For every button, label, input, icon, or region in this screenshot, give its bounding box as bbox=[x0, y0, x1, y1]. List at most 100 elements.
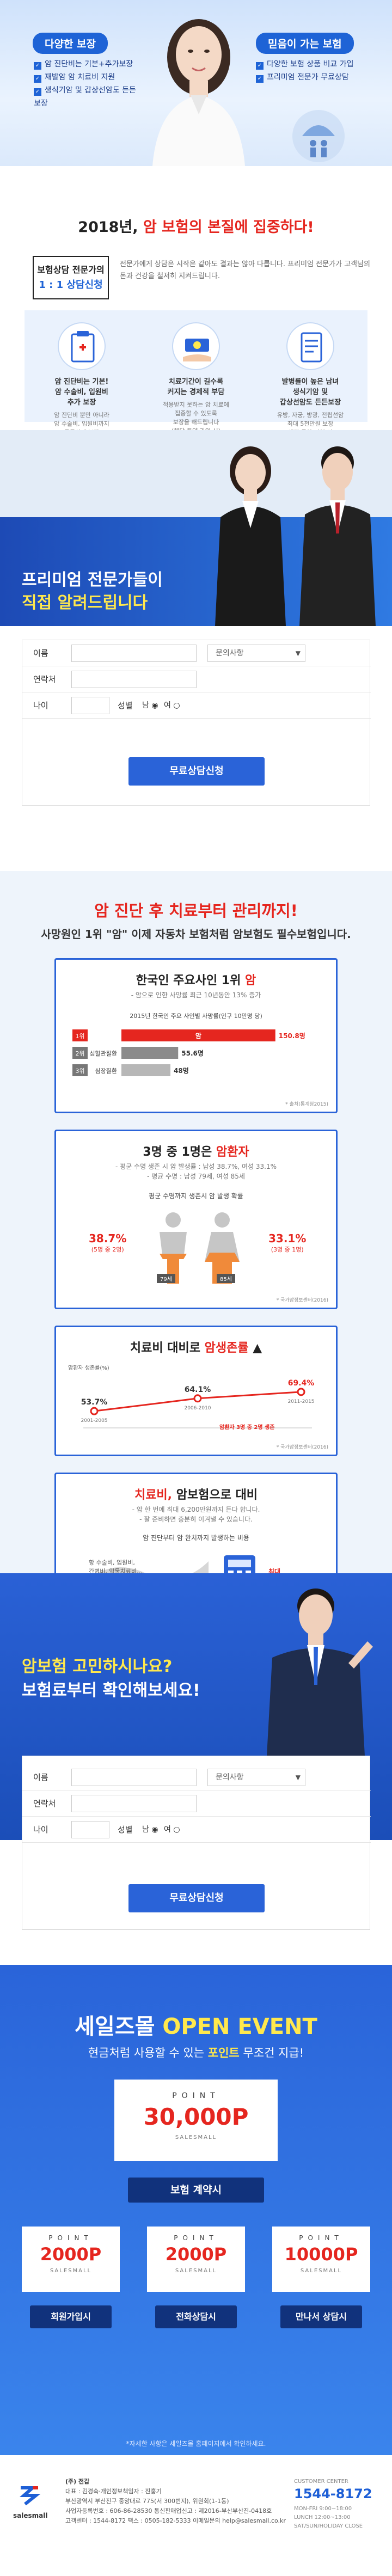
contract-button[interactable]: 보험 계약시 bbox=[128, 2178, 264, 2203]
signup-button[interactable]: 회원가입시 bbox=[30, 2305, 112, 2328]
inquiry-select[interactable]: 문의사항 ▼ bbox=[207, 1769, 305, 1786]
coupon-sub: SALESMALL bbox=[175, 2268, 217, 2274]
coupon-label: POINT bbox=[172, 2092, 220, 2100]
female-radio[interactable]: 여 ○ bbox=[164, 1825, 180, 1834]
form-row-phone: 연락처 bbox=[22, 666, 371, 692]
survival-rate-box: 치료비 대비로 암생존률 ▲ 암환자 생존률(%) 53.7% 2001-2005… bbox=[54, 1326, 338, 1456]
meet-consult-button[interactable]: 만나서 상담시 bbox=[280, 2305, 362, 2328]
bar bbox=[121, 1029, 275, 1041]
footer-line: 고객센터 : 1544-8172 팩스 : 0505-182-5333 이메일문… bbox=[65, 2517, 286, 2524]
stats-section: 암 진단 후 치료부터 관리까지! 사망원인 1위 "암" 이제 자동차 보험처… bbox=[0, 871, 392, 1622]
consult-form: 이름 문의사항 ▼ 연락처 나이 성별 남 ◉ 여 ○ 무료상담신청 bbox=[22, 640, 371, 806]
cs-hours: SAT/SUN/HOLIDAY CLOSE bbox=[294, 2523, 363, 2529]
death-cause-box: 한국인 주요사인 1위 암 - 암으로 인한 사망률 최근 10년동안 13% … bbox=[54, 958, 338, 1113]
data-label: 64.1% bbox=[185, 1385, 211, 1394]
box-sub: - 평균 수명 생존 시 암 발생률 : 남성 38.7%, 여성 33.1% bbox=[115, 1163, 277, 1170]
female-expert-image bbox=[215, 446, 286, 626]
rank-label: 3위 bbox=[75, 1068, 84, 1075]
coupon-sub: SALESMALL bbox=[175, 2135, 217, 2140]
hero-bullet: ✓ 프리미엄 전문가 무료상담 bbox=[256, 71, 381, 84]
coupon-label: POINT bbox=[299, 2234, 344, 2242]
rank-badge bbox=[72, 1047, 88, 1059]
source-note: * 출처(통계청2015) bbox=[285, 1102, 328, 1107]
age-input[interactable] bbox=[71, 1821, 109, 1838]
cs-hours: LUNCH 12:00~13:00 bbox=[294, 2514, 351, 2520]
x-tick-label: 2001-2005 bbox=[81, 1418, 107, 1424]
cost-items: 항 수술비, 입원비, 간병비, 약물치료비... bbox=[89, 1559, 143, 1575]
box-caption: 평균 수명까지 생존시 암 발생 확률 bbox=[149, 1192, 243, 1200]
phone-label: 연락처 bbox=[33, 674, 56, 684]
submit-button[interactable]: 무료상담신청 bbox=[128, 757, 265, 786]
cs-phone: 1544-8172 bbox=[294, 2486, 372, 2501]
data-point bbox=[297, 1388, 305, 1396]
submit-button[interactable]: 무료상담신청 bbox=[128, 1884, 265, 1912]
benefit-card: 발병률이 높은 남녀 생식기암 및 갑상선암도 든든보장 유방, 자궁, 방광,… bbox=[253, 310, 367, 436]
coupon-sub: SALESMALL bbox=[50, 2268, 92, 2274]
check-icon: ✓ bbox=[34, 62, 41, 70]
age-label: 나이 bbox=[33, 701, 48, 710]
footer-line: 부산광역시 부산진구 중앙대로 775(서 300번지), 위원회(1-1동) bbox=[65, 2498, 229, 2505]
box-title: 한국인 주요사인 1위 암 bbox=[136, 974, 256, 988]
bar bbox=[121, 1047, 179, 1059]
box-sub: - 평균 수명 : 남성 79세, 여성 85세 bbox=[147, 1173, 245, 1180]
expert-banner: 프리미엄 전문가들이 직접 알려드립니다 bbox=[0, 430, 392, 626]
value-label: 55.6명 bbox=[181, 1050, 204, 1057]
chart-title: 2015년 한국인 주요 사인별 사망률(인구 10만명 당) bbox=[130, 1013, 262, 1020]
point-coupon-call: POINT 2000P SALESMALL bbox=[147, 2227, 245, 2292]
consult-form-2: 이름 문의사항 ▼ 연락처 나이 성별 남 ◉ 여 ○ 무료상담신청 bbox=[22, 1756, 371, 1930]
coupon-label: POINT bbox=[174, 2234, 218, 2242]
male-radio[interactable]: 남 ◉ bbox=[142, 701, 158, 710]
hero-bullet: ✓ 재발암 암 치료비 지원 bbox=[34, 71, 143, 84]
main-point-coupon: POINT 30,000P SALESMALL bbox=[114, 2080, 278, 2161]
death-cause-bar-chart: 1위 암 150.8명 2위 심혈관질환 55.6명 3위 심장질환 48명 bbox=[72, 1029, 305, 1076]
phone-input[interactable] bbox=[71, 1795, 197, 1812]
consult-line2: 1 : 1 상담신청 bbox=[39, 279, 103, 291]
cs-hours: MON-FRI 9:00~18:00 bbox=[294, 2506, 352, 2512]
intro-headline: 2018년, 암 보험의 본질에 집중하다! bbox=[78, 219, 314, 236]
source-note: * 국가암정보센터(2016) bbox=[276, 1298, 328, 1303]
female-radio[interactable]: 여 ○ bbox=[164, 701, 180, 710]
male-radio[interactable]: 남 ◉ bbox=[142, 1825, 158, 1834]
name-input[interactable] bbox=[71, 645, 197, 662]
phone-consult-button[interactable]: 전화상담시 bbox=[155, 2305, 237, 2328]
rank-label: 1위 bbox=[75, 1033, 84, 1040]
card-title: 치료기간이 길수록 커지는 경제적 부담 bbox=[167, 378, 225, 396]
form-row-age: 나이 성별 남 ◉ 여 ○ bbox=[22, 692, 371, 719]
logo-text: salesmall bbox=[13, 2512, 48, 2519]
inquiry-select[interactable]: 문의사항 ▼ bbox=[207, 645, 305, 662]
ad-headline: 암보험 고민하시나요? 보험료부터 확인해보세요! bbox=[22, 1657, 200, 1700]
consult-line1: 보험상담 전문가의 bbox=[37, 265, 105, 275]
gender-label: 성별 bbox=[118, 701, 133, 710]
name-input[interactable] bbox=[71, 1769, 197, 1786]
benefit-cards: 암 진단비는 기본! 암 수술비, 입원비 추가 보장 암 진단비 뿐만 아니라… bbox=[24, 310, 367, 445]
card-title: 암 진단비는 기본! 암 수술비, 입원비 추가 보장 bbox=[54, 378, 109, 407]
male-agent-image bbox=[267, 1588, 373, 1756]
coupon-amount: 2000P bbox=[165, 2244, 227, 2265]
hero-section: 다양한 보장 ✓ 암 진단비는 기본+추가보장 ✓ 재발암 암 치료비 지원 ✓ 생식… bbox=[0, 0, 392, 166]
gender-label: 성별 bbox=[118, 1825, 133, 1835]
card-title: 발병률이 높은 남녀 생식기암 및 갑상선암도 든든보장 bbox=[279, 378, 341, 407]
phone-input[interactable] bbox=[71, 671, 197, 688]
chevron-down-icon: ▼ bbox=[295, 649, 301, 657]
check-icon: ✓ bbox=[256, 62, 264, 70]
footer-line: 사업자등록번호 : 606-86-28530 통신판매업신고 : 제2016-부… bbox=[65, 2507, 272, 2514]
data-label: 53.7% bbox=[81, 1398, 108, 1407]
x-tick-label: 2006-2010 bbox=[184, 1406, 211, 1411]
survival-line-chart: 53.7% 2001-2005 64.1% 2006-2010 69.4% 2011-20… bbox=[81, 1379, 315, 1428]
coupon-amount: 2000P bbox=[40, 2244, 102, 2265]
survival-note: 암환자 3명 중 2명 생존 bbox=[219, 1425, 275, 1431]
box-sub: - 암으로 인한 사망률 최근 10년동안 13% 증가 bbox=[131, 991, 261, 999]
age-input[interactable] bbox=[71, 697, 109, 714]
female-note: (3명 중 1명) bbox=[271, 1246, 304, 1253]
banner-headline: 프리미엄 전문가들이 직접 알려드립니다 bbox=[22, 571, 163, 612]
box-title: 치료비, 암보험으로 대비 bbox=[134, 1488, 258, 1502]
benefit-card: 치료기간이 길수록 커지는 경제적 부담 적용받지 못하는 암 치료에 집중할 … bbox=[139, 310, 253, 434]
footer-line: 대표 : 김경숙·개인정보책임자 : 진홍기 bbox=[65, 2488, 162, 2495]
male-rate: 38.7% (5명 중 2명) bbox=[89, 1232, 126, 1254]
cs-label: CUSTOMER CENTER bbox=[294, 2479, 348, 2485]
form-row-name: 이름 문의사항 ▼ bbox=[22, 1764, 371, 1790]
name-label: 이름 bbox=[33, 1772, 48, 1782]
hero-bullet: ✓ 다양한 보험 상품 비교 가입 bbox=[256, 58, 381, 71]
male-expert-image bbox=[299, 446, 376, 626]
male-pct: 38.7% bbox=[89, 1232, 127, 1245]
